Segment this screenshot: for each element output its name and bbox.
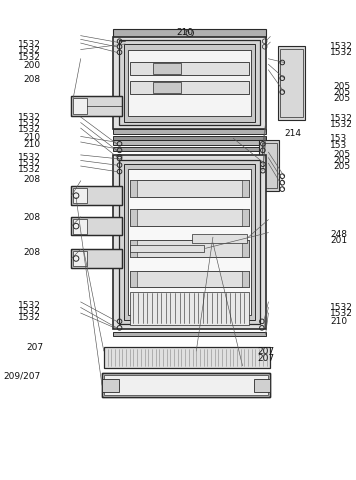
Text: 1532: 1532 bbox=[17, 313, 40, 322]
Text: 209/207: 209/207 bbox=[3, 372, 40, 380]
Bar bbox=[113, 332, 266, 336]
Bar bbox=[72, 217, 122, 235]
Bar bbox=[281, 48, 303, 117]
Text: 205: 205 bbox=[333, 94, 350, 103]
Bar bbox=[130, 271, 137, 287]
Bar bbox=[72, 249, 122, 268]
Bar bbox=[113, 155, 266, 329]
Text: 200: 200 bbox=[23, 61, 40, 70]
Text: 208: 208 bbox=[23, 175, 40, 184]
Text: 210: 210 bbox=[330, 317, 347, 326]
Text: 210: 210 bbox=[23, 133, 40, 143]
Bar bbox=[242, 180, 249, 196]
Bar bbox=[130, 292, 249, 325]
Bar bbox=[113, 129, 266, 133]
Bar bbox=[73, 97, 87, 114]
Bar bbox=[104, 375, 268, 396]
Bar bbox=[113, 135, 266, 140]
Text: 207: 207 bbox=[258, 348, 275, 356]
Text: 1532: 1532 bbox=[330, 309, 353, 318]
Text: 1532: 1532 bbox=[17, 307, 40, 316]
Bar bbox=[128, 49, 251, 116]
Text: 1532: 1532 bbox=[17, 159, 40, 168]
Text: 1532: 1532 bbox=[17, 113, 40, 122]
Bar bbox=[259, 140, 279, 191]
Bar bbox=[113, 29, 266, 36]
Text: 1532: 1532 bbox=[17, 125, 40, 134]
Text: 207: 207 bbox=[26, 343, 43, 352]
Text: 214: 214 bbox=[284, 129, 301, 138]
Bar bbox=[102, 379, 119, 392]
Bar bbox=[242, 240, 249, 257]
Text: 1532: 1532 bbox=[330, 42, 353, 51]
Text: 205: 205 bbox=[333, 156, 350, 165]
Text: 248: 248 bbox=[330, 230, 347, 239]
Bar bbox=[119, 40, 260, 125]
Bar bbox=[130, 62, 249, 75]
Bar bbox=[242, 209, 249, 226]
Text: 205: 205 bbox=[333, 150, 350, 159]
Bar bbox=[124, 164, 255, 320]
Text: 201: 201 bbox=[330, 236, 347, 245]
Text: 1532: 1532 bbox=[330, 114, 353, 123]
Text: 1532: 1532 bbox=[17, 119, 40, 128]
Text: 1532: 1532 bbox=[17, 40, 40, 49]
Bar bbox=[113, 36, 266, 129]
Bar bbox=[130, 180, 137, 196]
Bar bbox=[113, 146, 266, 151]
Text: 1532: 1532 bbox=[330, 303, 353, 312]
Text: 1532: 1532 bbox=[17, 301, 40, 310]
Bar bbox=[130, 209, 249, 226]
Text: 205: 205 bbox=[333, 83, 350, 91]
Bar bbox=[72, 186, 122, 205]
Text: 210: 210 bbox=[23, 140, 40, 149]
Bar bbox=[72, 217, 122, 235]
Text: 1532: 1532 bbox=[17, 165, 40, 174]
Bar bbox=[73, 219, 87, 234]
Text: 1532: 1532 bbox=[330, 120, 353, 129]
Bar bbox=[278, 46, 305, 120]
Bar bbox=[72, 186, 122, 205]
Bar bbox=[119, 159, 260, 324]
Text: 208: 208 bbox=[23, 248, 40, 257]
Text: 210: 210 bbox=[177, 28, 194, 37]
Bar bbox=[130, 209, 137, 226]
Bar bbox=[72, 249, 122, 268]
Bar bbox=[130, 240, 249, 257]
Bar bbox=[130, 245, 204, 252]
Text: 1532: 1532 bbox=[17, 47, 40, 55]
Bar bbox=[153, 63, 180, 74]
Bar bbox=[153, 82, 180, 93]
Text: 207: 207 bbox=[258, 354, 275, 362]
Bar bbox=[130, 271, 249, 287]
Bar bbox=[113, 140, 266, 145]
Text: 1532: 1532 bbox=[17, 53, 40, 61]
Text: 1532: 1532 bbox=[330, 48, 353, 57]
Bar bbox=[130, 81, 249, 94]
Bar bbox=[130, 180, 249, 196]
Text: 205: 205 bbox=[333, 162, 350, 171]
Text: 153: 153 bbox=[330, 141, 347, 150]
Bar bbox=[128, 169, 251, 315]
Bar bbox=[72, 96, 122, 116]
Text: 208: 208 bbox=[23, 213, 40, 222]
Bar bbox=[253, 379, 270, 392]
Text: 208: 208 bbox=[23, 75, 40, 84]
Text: 153: 153 bbox=[330, 134, 347, 144]
Bar bbox=[102, 373, 270, 397]
Bar bbox=[192, 234, 247, 243]
Bar bbox=[124, 44, 255, 121]
Text: 205: 205 bbox=[333, 88, 350, 97]
Text: 1532: 1532 bbox=[17, 153, 40, 161]
Bar bbox=[102, 373, 270, 397]
Bar bbox=[130, 240, 137, 257]
Bar bbox=[242, 271, 249, 287]
Bar bbox=[73, 188, 87, 203]
Bar bbox=[104, 347, 270, 368]
Bar bbox=[73, 251, 87, 266]
Bar bbox=[72, 96, 122, 116]
Bar bbox=[262, 143, 277, 188]
